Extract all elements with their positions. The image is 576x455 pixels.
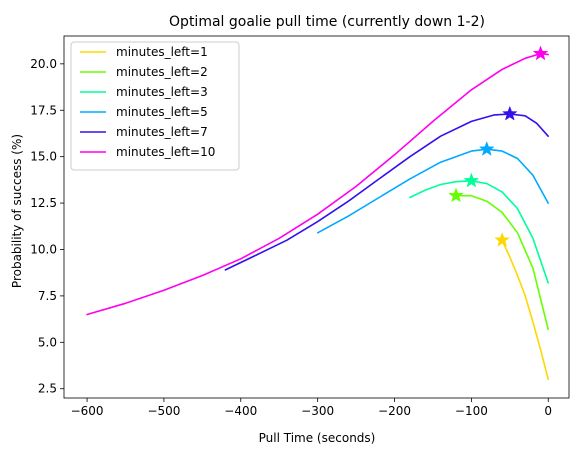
optimum-star-0 <box>494 231 510 247</box>
x-tick-label: 0 <box>544 404 552 418</box>
y-axis-label: Probability of success (%) <box>10 134 24 288</box>
x-tick-label: −200 <box>378 404 411 418</box>
legend-label-2: minutes_left=3 <box>116 85 208 99</box>
legend-box <box>70 41 240 171</box>
y-tick-label: 10.0 <box>30 242 57 256</box>
series-line-4 <box>224 113 550 271</box>
optimum-star-2 <box>463 172 480 188</box>
legend-label-3: minutes_left=5 <box>116 105 208 119</box>
series-line-3 <box>316 148 550 234</box>
legend-label-0: minutes_left=1 <box>116 45 208 59</box>
y-tick-label: 12.5 <box>30 196 57 210</box>
series-line-2 <box>409 180 550 284</box>
series-line-1 <box>455 194 550 331</box>
x-axis-label: Pull Time (seconds) <box>259 431 376 445</box>
legend-label-1: minutes_left=2 <box>116 65 208 79</box>
plot-area <box>63 35 570 399</box>
optimum-star-1 <box>448 187 464 203</box>
y-axis-ticks: 2.5 5.0 7.5 10.0 12.5 15.0 17.5 20.0 <box>30 57 64 396</box>
x-axis-ticks: −600 −500 −400 −300 −200 −100 0 <box>71 398 552 418</box>
series-line-5 <box>86 52 550 316</box>
optimum-star-3 <box>478 141 495 156</box>
y-tick-label: 17.5 <box>30 103 57 117</box>
y-tick-label: 7.5 <box>38 289 57 303</box>
legend-label-4: minutes_left=7 <box>116 125 208 139</box>
x-tick-label: −300 <box>301 404 334 418</box>
legend: minutes_left=1 minutes_left=2 minutes_left… <box>70 41 240 171</box>
axes-frame <box>63 35 570 399</box>
optimum-star-4 <box>501 105 518 121</box>
series-line-0 <box>501 239 550 381</box>
x-tick-label: −600 <box>71 404 104 418</box>
x-tick-label: −100 <box>455 404 488 418</box>
x-tick-label: −400 <box>224 404 257 418</box>
optimum-star-5 <box>532 45 549 61</box>
x-tick-label: −500 <box>147 404 180 418</box>
y-tick-label: 5.0 <box>38 335 57 349</box>
y-tick-label: 20.0 <box>30 57 57 71</box>
chart-title: Optimal goalie pull time (currently down… <box>169 14 485 30</box>
y-tick-label: 2.5 <box>38 382 57 396</box>
y-tick-label: 15.0 <box>30 150 57 164</box>
legend-label-5: minutes_left=10 <box>116 145 215 159</box>
